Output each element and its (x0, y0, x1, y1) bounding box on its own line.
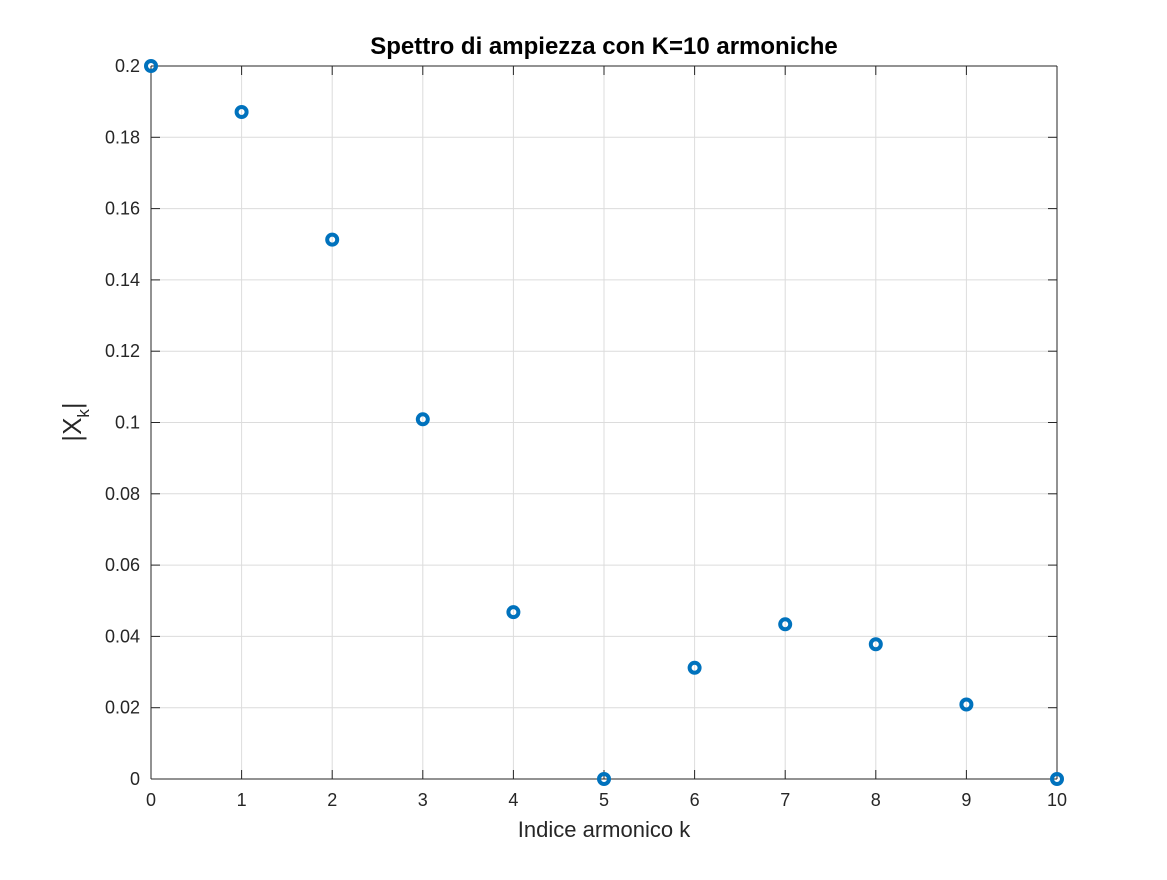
x-tick-label: 8 (871, 790, 881, 810)
grid-layer (150, 65, 1058, 780)
data-point (597, 772, 611, 786)
y-tick-label: 0 (130, 769, 140, 789)
data-point (687, 660, 702, 675)
x-tick-label: 1 (237, 790, 247, 810)
y-tick-label: 0.02 (105, 698, 140, 718)
data-point (1050, 772, 1064, 786)
x-tick-label: 2 (327, 790, 337, 810)
y-tick-label: 0.12 (105, 341, 140, 361)
x-tick-label: 6 (690, 790, 700, 810)
y-axis-label-main: |X (57, 418, 87, 442)
y-tick-label: 0.18 (105, 127, 140, 147)
data-point (868, 637, 883, 652)
points-layer (144, 59, 1064, 786)
y-axis-label: |Xk| (57, 402, 93, 441)
x-tick-label: 3 (418, 790, 428, 810)
y-tick-label: 0.16 (105, 199, 140, 219)
data-point (144, 59, 158, 73)
y-tick-label: 0.06 (105, 555, 140, 575)
labels-layer: 0 1 2 3 4 5 6 7 8 9 10 0 0.02 0.04 0.06 0.08 0.1 0.12 0.14… (105, 56, 1067, 810)
data-point (778, 617, 793, 632)
data-point (959, 697, 974, 712)
x-tick-label: 0 (146, 790, 156, 810)
x-tick-label: 5 (599, 790, 609, 810)
data-point (415, 412, 430, 427)
y-axis-label-suffix: | (57, 402, 87, 409)
data-point (325, 232, 340, 247)
y-tick-label: 0.2 (115, 56, 140, 76)
x-tick-label: 7 (780, 790, 790, 810)
y-tick-label: 0.08 (105, 484, 140, 504)
chart-title: Spettro di ampiezza con K=10 armoniche (370, 33, 837, 60)
y-axis-label-subscript: k (74, 409, 93, 418)
data-point (234, 104, 249, 119)
y-tick-label: 0.04 (105, 626, 140, 646)
y-tick-label: 0.14 (105, 270, 140, 290)
ticks-layer (150, 65, 1058, 780)
x-axis-label: Indice armonico k (518, 817, 691, 842)
x-tick-label: 10 (1047, 790, 1067, 810)
data-point (506, 605, 521, 620)
x-tick-label: 4 (508, 790, 518, 810)
y-tick-label: 0.1 (115, 413, 140, 433)
x-tick-label: 9 (961, 790, 971, 810)
